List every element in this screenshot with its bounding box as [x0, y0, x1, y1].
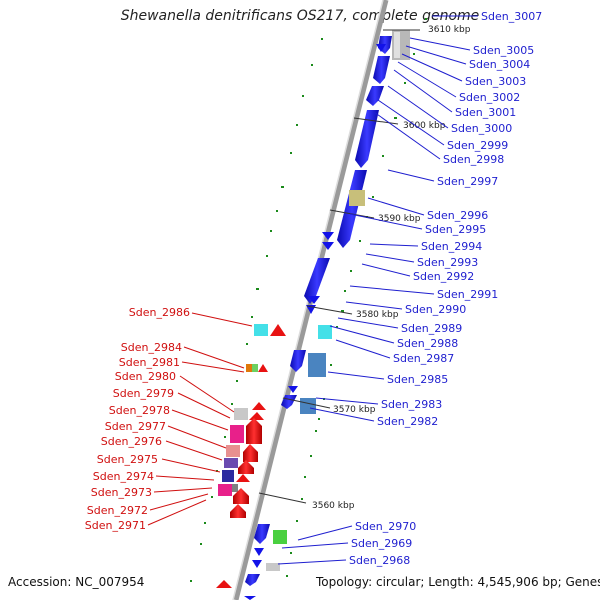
topology-text: Topology: circular; Length: 4,545,906 bp…	[316, 575, 600, 589]
gene-sden_2999[interactable]	[355, 110, 379, 168]
gene-sden_2985[interactable]	[290, 350, 306, 372]
gene-sden_2973[interactable]	[233, 488, 249, 504]
gene-label[interactable]: Sden_2997	[437, 175, 498, 188]
gene-label[interactable]: Sden_2976	[101, 435, 162, 448]
kbp-tick-label: 3580 kbp	[356, 310, 399, 320]
map-title: Shewanella denitrificans OS217, complete…	[120, 8, 480, 24]
kbp-tick-label: 3610 kbp	[428, 25, 471, 35]
kbp-tick-label: 3590 kbp	[378, 214, 421, 224]
gene-label[interactable]: Sden_2982	[377, 415, 438, 428]
gene-label[interactable]: Sden_2988	[397, 337, 458, 350]
gene-sden_2984[interactable]	[258, 364, 268, 372]
gene-sden_2992[interactable]	[304, 258, 330, 304]
reverse-gene-labels: Sden_2986 Sden_2984 Sden_2981 Sden_2980 …	[85, 306, 190, 532]
reverse-strand-genes	[216, 324, 286, 588]
gene-label[interactable]: Sden_3007	[481, 10, 542, 23]
gene-sden_2968[interactable]	[252, 560, 262, 568]
gene-sden_3001[interactable]	[366, 86, 384, 106]
gene-sden_2978[interactable]	[246, 418, 262, 444]
gene-sden_2975[interactable]	[238, 460, 254, 474]
forward-label-leaders	[277, 15, 478, 565]
gene-sden_2983[interactable]	[288, 386, 298, 393]
gene-label[interactable]: Sden_2969	[351, 537, 412, 550]
gene-label[interactable]: Sden_2991	[437, 288, 498, 301]
gene-sden_2980[interactable]	[252, 402, 266, 410]
gene-label[interactable]: Sden_3001	[455, 106, 516, 119]
gene-label[interactable]: Sden_2977	[105, 420, 166, 433]
gene-label[interactable]: Sden_2972	[87, 504, 148, 517]
gene-sden_3003[interactable]	[373, 56, 390, 84]
gene-sden_2974[interactable]	[236, 474, 250, 482]
gene-label[interactable]: Sden_3003	[465, 75, 526, 88]
accession-text: Accession: NC_007954	[8, 575, 145, 589]
gene-label[interactable]: Sden_2973	[91, 486, 152, 499]
gene-sden_2971[interactable]	[230, 504, 246, 518]
kbp-tick-label: 3570 kbp	[333, 405, 376, 415]
gene-sden_2970[interactable]	[254, 524, 270, 544]
kbp-tick-label: 3560 kbp	[312, 501, 355, 511]
gene-label[interactable]: Sden_2979	[113, 387, 174, 400]
gene-label[interactable]: Sden_2971	[85, 519, 146, 532]
gene-sden_2994[interactable]	[322, 242, 334, 250]
gene-label[interactable]: Sden_2987	[393, 352, 454, 365]
reverse-label-leaders	[147, 312, 253, 526]
gene-sden_2997[interactable]	[337, 170, 367, 248]
kbp-ticks	[258, 29, 420, 504]
gene-label[interactable]: Sden_2970	[355, 520, 416, 533]
gene-sden_2976[interactable]	[243, 444, 258, 462]
gene-label[interactable]: Sden_2996	[427, 209, 488, 222]
gene-label[interactable]: Sden_2978	[109, 404, 170, 417]
gene-label[interactable]: Sden_2980	[115, 370, 176, 383]
gene-label[interactable]: Sden_3005	[473, 44, 534, 57]
gene-label[interactable]: Sden_2984	[121, 341, 182, 354]
gene-sden_2969[interactable]	[254, 548, 264, 556]
gene-label[interactable]: Sden_3004	[469, 58, 530, 71]
kbp-tick-label: 3600 kbp	[403, 121, 446, 131]
gene-label[interactable]: Sden_2968	[349, 554, 410, 567]
gene-label[interactable]: Sden_2974	[93, 470, 154, 483]
gene-label[interactable]: Sden_2992	[413, 270, 474, 283]
gene-label[interactable]: Sden_2994	[421, 240, 482, 253]
gene-label[interactable]: Sden_2998	[443, 153, 504, 166]
gene-label[interactable]: Sden_2990	[405, 303, 466, 316]
gene-label[interactable]: Sden_2981	[119, 356, 180, 369]
forward-strand-genes	[244, 36, 392, 600]
gene-sden_2986[interactable]	[270, 324, 286, 336]
gene-label[interactable]: Sden_2983	[381, 398, 442, 411]
gene-label[interactable]: Sden_2995	[425, 223, 486, 236]
gene-label[interactable]: Sden_2975	[97, 453, 158, 466]
gene-label[interactable]: Sden_2989	[401, 322, 462, 335]
forward-strand-features	[266, 30, 410, 571]
gene-label[interactable]: Sden_2993	[417, 256, 478, 269]
forward-gene-labels: Sden_3007 Sden_3005 Sden_3004 Sden_3003 …	[349, 10, 542, 567]
gene-label[interactable]: Sden_2986	[129, 306, 190, 319]
gene-label[interactable]: Sden_2999	[447, 139, 508, 152]
gene-label[interactable]: Sden_2985	[387, 373, 448, 386]
gene-label[interactable]: Sden_3002	[459, 91, 520, 104]
gene-label[interactable]: Sden_3000	[451, 122, 512, 135]
